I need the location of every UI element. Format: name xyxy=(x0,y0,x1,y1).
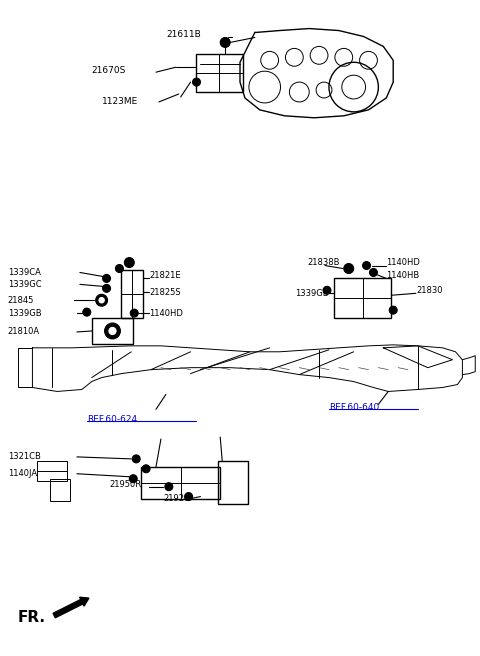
Bar xyxy=(92,318,133,344)
Bar xyxy=(50,479,70,501)
Text: 1140HD: 1140HD xyxy=(386,258,420,267)
Text: REF.60-640: REF.60-640 xyxy=(329,403,379,412)
Circle shape xyxy=(124,258,134,268)
Text: FR.: FR. xyxy=(18,610,46,625)
Circle shape xyxy=(344,264,354,274)
Circle shape xyxy=(109,327,116,335)
Circle shape xyxy=(96,295,108,306)
Circle shape xyxy=(220,37,230,47)
Bar xyxy=(121,270,143,318)
Text: 1339GB: 1339GB xyxy=(295,289,329,298)
Circle shape xyxy=(83,308,91,316)
Text: 21920: 21920 xyxy=(163,494,189,503)
Bar xyxy=(334,278,391,318)
Circle shape xyxy=(99,298,104,303)
Text: 21845: 21845 xyxy=(8,296,34,305)
Text: 21950R: 21950R xyxy=(109,480,142,489)
Bar xyxy=(218,461,248,504)
Text: 1339CA: 1339CA xyxy=(8,268,41,277)
Text: 1140JA: 1140JA xyxy=(8,469,37,478)
Text: 21670S: 21670S xyxy=(92,66,126,75)
Circle shape xyxy=(165,483,173,491)
Circle shape xyxy=(323,287,331,295)
Circle shape xyxy=(116,264,123,272)
Text: 1140HD: 1140HD xyxy=(149,308,183,318)
Text: 21830: 21830 xyxy=(416,286,443,295)
Circle shape xyxy=(103,284,110,293)
Circle shape xyxy=(389,306,397,314)
Circle shape xyxy=(129,475,137,483)
Text: 21838B: 21838B xyxy=(307,258,340,267)
Text: 1339GB: 1339GB xyxy=(8,308,41,318)
Text: 1123ME: 1123ME xyxy=(102,98,138,106)
Circle shape xyxy=(370,268,377,276)
Circle shape xyxy=(362,262,371,270)
Text: REF.60-624: REF.60-624 xyxy=(87,415,137,424)
Circle shape xyxy=(142,465,150,473)
Text: 21810A: 21810A xyxy=(8,327,40,337)
Text: 21611B: 21611B xyxy=(166,30,201,39)
Bar xyxy=(141,467,220,499)
Circle shape xyxy=(130,309,138,317)
Text: 1140HB: 1140HB xyxy=(386,271,420,280)
Bar xyxy=(37,461,67,481)
Circle shape xyxy=(185,493,192,501)
Circle shape xyxy=(192,78,201,86)
Circle shape xyxy=(105,323,120,339)
Text: 1339GC: 1339GC xyxy=(8,280,41,289)
Bar xyxy=(195,54,243,92)
Text: 1321CB: 1321CB xyxy=(8,453,41,461)
Circle shape xyxy=(132,455,140,463)
Text: 21821E: 21821E xyxy=(149,271,180,280)
Circle shape xyxy=(103,274,110,282)
FancyArrow shape xyxy=(53,597,89,618)
Text: 21825S: 21825S xyxy=(149,288,180,297)
